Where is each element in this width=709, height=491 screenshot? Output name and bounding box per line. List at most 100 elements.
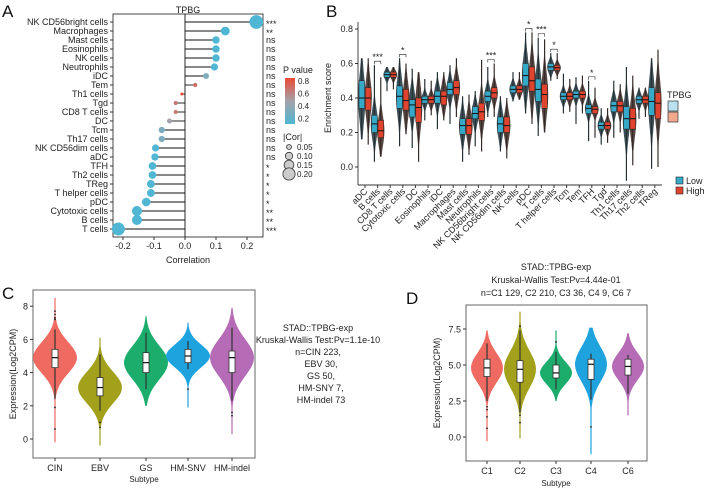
significance-label: *** <box>266 19 277 29</box>
category-label: Eosinophils <box>62 44 109 54</box>
high-box <box>528 66 536 92</box>
pvalue-legend-tick: 0.2 <box>298 115 310 124</box>
panel-b-violin-chart: Enrichment score TPBG 0.00.20.40.60.8aDC… <box>323 19 705 250</box>
y-tick-label: 0.0 <box>340 162 353 172</box>
lollipop-point <box>173 109 178 115</box>
chart-d-ylabel: Expression(Log2CPM) <box>432 338 442 429</box>
lollipop-point <box>158 135 165 143</box>
lollipop-point <box>151 153 159 161</box>
high-box <box>617 101 624 113</box>
category-label: GS <box>139 463 152 473</box>
outlier-point <box>99 426 101 429</box>
chart-a-xlabel: Correlation <box>166 255 210 265</box>
low-box <box>497 116 504 133</box>
legend-b-title: TPBG <box>667 90 692 100</box>
annotation-line: GS 50, <box>307 371 335 381</box>
category-label: TFH <box>91 161 109 171</box>
low-box <box>446 82 454 95</box>
legend-pvalue-title: P value <box>283 65 313 75</box>
lollipop-point <box>146 189 155 197</box>
significance-bracket <box>588 76 596 80</box>
x-tick-label: 0.0 <box>179 241 192 251</box>
panel-c-violin-chart: Expression(Log2CPM) Subtype 0 2 4 6 8 CIN EBV G… <box>8 289 380 484</box>
y-tick-label: 0.8 <box>340 24 353 34</box>
box <box>516 360 524 383</box>
lollipop-point <box>210 63 219 71</box>
significance-label: ** <box>266 217 274 227</box>
lollipop-point <box>131 205 142 217</box>
category-label: C4 <box>585 466 597 476</box>
low-box <box>434 90 441 104</box>
significance-label: ns <box>266 35 276 45</box>
chart-c-ylabel: Expression(Log2CPM) <box>8 329 18 420</box>
lollipop-point <box>146 180 155 188</box>
category-label: Macrophages <box>53 26 108 36</box>
plot-frame <box>32 289 256 459</box>
significance-bracket <box>374 60 382 65</box>
pvalue-colorbar <box>285 78 295 124</box>
high-box <box>503 116 510 133</box>
low-box <box>585 104 592 114</box>
panel-label-a: A <box>2 2 14 21</box>
category-label: B cells <box>81 215 108 225</box>
panel-label-d: D <box>406 289 418 308</box>
significance-label: ns <box>266 89 276 99</box>
y-tick-label: 7.5 <box>448 325 461 335</box>
outlier-point <box>486 408 488 411</box>
low-box <box>522 63 529 87</box>
outlier-point <box>555 341 557 343</box>
high-box <box>440 90 447 106</box>
category-label: NK CD56dim cells <box>35 143 109 153</box>
outlier-point <box>519 421 521 424</box>
y-tick-label: 5.0 <box>448 361 461 371</box>
low-box <box>623 106 630 130</box>
high-box <box>415 97 422 123</box>
y-tick-label: 8 <box>23 302 28 312</box>
annotation-line: HM-SNY 7, <box>298 383 343 393</box>
category-label: Tem <box>91 80 108 90</box>
pvalue-legend-tick: 0.6 <box>298 90 310 99</box>
y-tick-label: 2 <box>23 401 28 411</box>
legend-b-box-light-low <box>667 100 679 112</box>
pvalue-legend-tick: 0.8 <box>298 77 310 86</box>
box <box>587 358 595 380</box>
outlier-point <box>519 414 521 417</box>
outlier-point <box>231 411 233 414</box>
lollipop-point <box>212 36 220 44</box>
significance-label: ns <box>266 152 276 162</box>
category-label: C6 <box>622 466 634 476</box>
outlier-point <box>54 318 56 321</box>
category-label: C1 <box>481 466 493 476</box>
lollipop-point <box>148 171 157 179</box>
y-tick-label: 0.6 <box>340 59 353 69</box>
significance-label: * <box>527 19 531 29</box>
significance-bracket <box>487 59 495 63</box>
significance-label: *** <box>536 25 547 35</box>
outlier-point <box>486 427 488 430</box>
low-box <box>409 99 416 118</box>
significance-label: * <box>266 190 270 200</box>
chart-a-title: TPBG <box>176 5 201 15</box>
category-label: T cells <box>82 224 108 234</box>
high-box <box>541 83 548 109</box>
significance-label: ns <box>266 80 276 90</box>
significance-label: ns <box>266 62 276 72</box>
high-box <box>654 92 662 119</box>
significance-label: ns <box>266 71 276 81</box>
significance-label: ns <box>266 116 276 126</box>
panel-a-lollipop-chart: TPBG Correlation P value |Cor| -0.2 -0.1 0… <box>27 5 313 265</box>
significance-label: ** <box>266 28 274 38</box>
x-tick-label: -0.2 <box>115 241 131 251</box>
y-tick-label: 0.4 <box>340 93 353 103</box>
lollipop-point <box>212 45 220 53</box>
pvalue-legend-tick: 0.4 <box>298 102 310 111</box>
lollipop-point <box>180 92 184 96</box>
box <box>228 350 236 373</box>
lollipop-point <box>220 26 230 36</box>
lollipop-point <box>249 15 264 29</box>
legend-label-low: Low <box>686 176 703 186</box>
category-label: Tcm <box>92 125 109 135</box>
low-box <box>610 101 617 113</box>
category-label: DC <box>95 116 108 126</box>
x-tick-label: -0.1 <box>146 241 162 251</box>
